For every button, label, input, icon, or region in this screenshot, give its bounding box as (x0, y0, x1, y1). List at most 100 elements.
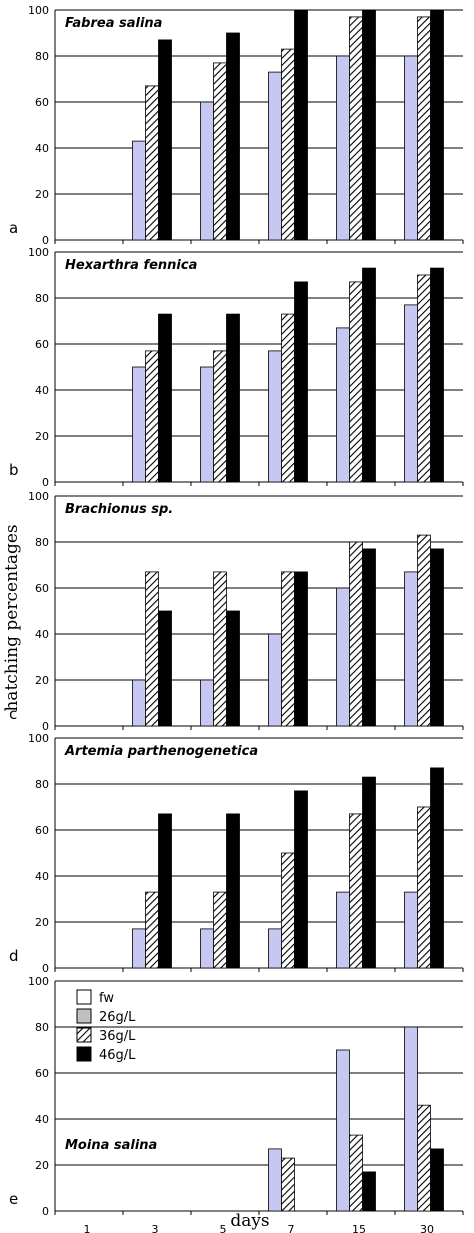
bar (213, 62, 227, 241)
panel-title: Brachionus sp. (65, 502, 173, 517)
bar (404, 891, 418, 969)
legend: fw 26g/L 36g/L 46g/L (76, 989, 136, 1063)
bar (132, 679, 146, 727)
y-tick-label: 0 (42, 720, 49, 733)
y-tick-label: 20 (35, 916, 49, 929)
bar (281, 313, 295, 483)
y-tick-label: 0 (42, 234, 49, 247)
y-tick-label: 20 (35, 674, 49, 687)
legend-label: 26g/L (99, 1010, 136, 1025)
legend-swatch (76, 1008, 92, 1024)
x-tick-label: 5 (220, 1223, 227, 1233)
bar (145, 571, 159, 727)
panel-d: 0 20 40 60 80 100 Artemia parthenogenetica d (9, 732, 464, 975)
x-tick-label: 3 (152, 1223, 159, 1233)
panel-e: 0 20 40 60 80 100 Moina salina e (9, 975, 464, 1218)
bar (336, 327, 350, 483)
bar (281, 48, 295, 241)
panel-title: Hexarthra fennica (65, 258, 197, 273)
bar (200, 928, 214, 969)
panel-letter: d (9, 947, 19, 965)
legend-label: 46g/L (99, 1048, 136, 1063)
x-tick-label: 30 (420, 1223, 434, 1233)
bar (158, 39, 172, 241)
bar (430, 1148, 444, 1212)
legend-swatch (76, 1027, 92, 1043)
bar (200, 101, 214, 241)
bar (404, 1026, 418, 1212)
y-tick-label: 40 (35, 384, 49, 397)
panel-letter: c (9, 705, 17, 723)
bar (158, 610, 172, 727)
bar (430, 548, 444, 727)
y-tick-label: 100 (28, 4, 49, 17)
bar (145, 85, 159, 241)
panel-title: Moina salina (65, 1138, 157, 1153)
bar (158, 313, 172, 483)
bar (362, 267, 376, 483)
bar (404, 55, 418, 241)
y-tick-label: 80 (35, 778, 49, 791)
y-tick-label: 0 (42, 962, 49, 975)
bar (430, 9, 444, 241)
bar (294, 9, 308, 241)
bar (336, 891, 350, 969)
bar (417, 16, 431, 241)
y-tick-label: 0 (42, 476, 49, 489)
panel-letter: e (9, 1190, 18, 1208)
bar (145, 891, 159, 969)
bar (132, 140, 146, 241)
y-tick-label: 80 (35, 292, 49, 305)
y-tick-label: 20 (35, 430, 49, 443)
x-axis-label: days (230, 1211, 269, 1231)
bar (417, 274, 431, 483)
y-tick-label: 80 (35, 1021, 49, 1034)
y-tick-label: 40 (35, 1113, 49, 1126)
bar (268, 928, 282, 969)
bar (226, 610, 240, 727)
bar (362, 548, 376, 727)
panel-title: Fabrea salina (65, 16, 162, 31)
bar (226, 313, 240, 483)
bar (349, 16, 363, 241)
bar (349, 813, 363, 969)
bar (417, 806, 431, 969)
y-tick-label: 100 (28, 975, 49, 988)
y-tick-label: 60 (35, 1067, 49, 1080)
bar (268, 633, 282, 727)
bar (430, 267, 444, 483)
panel-b: 0 20 40 60 80 100 Hexarthra fennica b (9, 246, 464, 489)
bar (294, 571, 308, 727)
bar (336, 1049, 350, 1212)
x-tick-label: 1 (84, 1223, 91, 1233)
legend-label: fw (99, 991, 114, 1006)
bar (268, 1148, 282, 1212)
bar (200, 366, 214, 483)
y-tick-label: 20 (35, 1159, 49, 1172)
bar (404, 571, 418, 727)
bar (404, 304, 418, 483)
x-tick-label: 15 (352, 1223, 366, 1233)
bar (349, 281, 363, 483)
bar (362, 9, 376, 241)
y-tick-label: 100 (28, 490, 49, 503)
y-tick-label: 100 (28, 246, 49, 259)
bar (362, 1171, 376, 1212)
bar (226, 813, 240, 969)
bar (213, 571, 227, 727)
y-tick-label: 0 (42, 1205, 49, 1218)
y-tick-label: 40 (35, 870, 49, 883)
bar (268, 71, 282, 241)
panel-letter: b (9, 461, 19, 479)
legend-swatch (76, 989, 92, 1005)
y-axis-label: hatching percentages (2, 524, 22, 711)
bar (349, 1134, 363, 1212)
bar (417, 1104, 431, 1212)
bar (213, 891, 227, 969)
bar (158, 813, 172, 969)
bar (294, 790, 308, 969)
bar (281, 571, 295, 727)
y-tick-label: 60 (35, 824, 49, 837)
bar (336, 55, 350, 241)
